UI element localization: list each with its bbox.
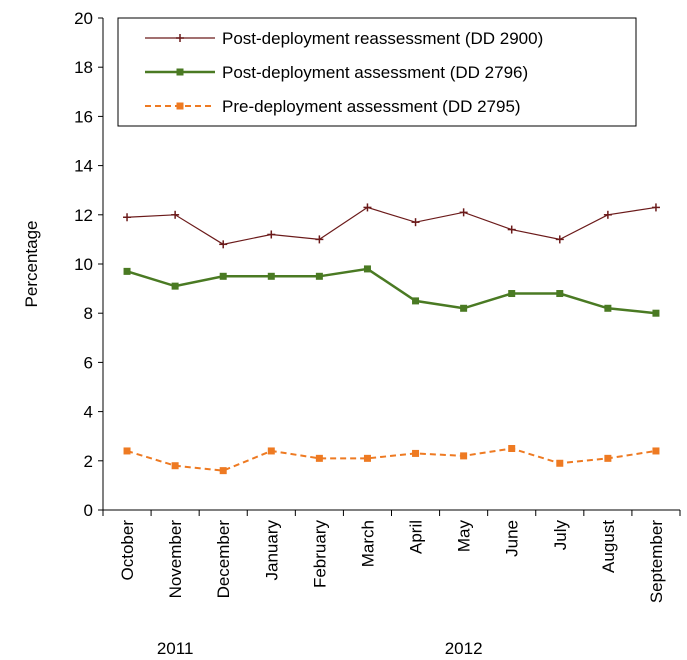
x-tick-label: February	[310, 520, 329, 589]
x-tick-label: December	[214, 520, 233, 599]
data-point	[603, 210, 612, 219]
data-point	[556, 459, 564, 467]
y-tick-label: 20	[74, 9, 93, 28]
year-labels: 2011 2012	[157, 639, 483, 658]
y-tick-label: 10	[74, 255, 93, 274]
data-point	[508, 290, 516, 298]
data-point	[460, 304, 468, 312]
x-tick-label: July	[551, 520, 570, 551]
x-tick-label: April	[407, 520, 426, 554]
y-tick-label: 14	[74, 157, 93, 176]
data-point	[556, 290, 564, 298]
series-3	[123, 445, 660, 475]
y-axis-label: Percentage	[22, 221, 41, 308]
legend-label: Post-deployment reassessment (DD 2900)	[222, 29, 543, 48]
data-point	[411, 218, 420, 227]
data-point	[459, 208, 468, 217]
data-point	[123, 213, 132, 222]
data-point	[363, 454, 371, 462]
data-point	[315, 235, 324, 244]
y-tick-label: 6	[84, 353, 93, 372]
data-point	[555, 235, 564, 244]
y-tick-label: 12	[74, 206, 93, 225]
data-point	[460, 452, 468, 460]
legend-swatch-marker	[176, 68, 184, 76]
data-point	[123, 447, 131, 455]
x-tick-label: September	[647, 520, 666, 603]
y-tick-label: 16	[74, 107, 93, 126]
data-point	[652, 309, 660, 317]
x-tick-label: June	[503, 520, 522, 557]
data-point	[267, 447, 275, 455]
year-label: 2011	[157, 639, 194, 658]
data-point	[171, 282, 179, 290]
legend-swatch-marker	[176, 34, 184, 42]
data-point	[315, 454, 323, 462]
data-point	[412, 297, 420, 305]
x-tick-label: March	[358, 520, 377, 567]
data-point	[219, 240, 228, 249]
data-point	[507, 225, 516, 234]
data-point	[363, 265, 371, 273]
data-point	[267, 230, 276, 239]
legend: Post-deployment reassessment (DD 2900) Po…	[117, 17, 637, 127]
y-tick-label: 2	[84, 452, 93, 471]
year-label: 2012	[445, 639, 483, 658]
series-layer	[123, 203, 660, 475]
x-tick-label: October	[118, 520, 137, 581]
data-point	[171, 210, 180, 219]
data-point	[171, 462, 179, 470]
x-tick-label: May	[455, 520, 474, 553]
legend-swatch-marker	[176, 102, 184, 110]
series-line	[126, 267, 657, 315]
legend-item: Pre-deployment assessment (DD 2795)	[145, 97, 521, 116]
data-point	[219, 272, 227, 280]
x-tick-label: November	[166, 520, 185, 599]
series-line	[127, 206, 657, 245]
series-2	[123, 265, 660, 317]
y-axis: 0 2 4 6 8 10 12 14 16 18 20	[74, 9, 104, 520]
data-point	[604, 304, 612, 312]
data-point	[412, 449, 420, 457]
legend-item: Post-deployment reassessment (DD 2900)	[145, 29, 543, 48]
data-point	[315, 272, 323, 280]
data-point	[219, 467, 227, 475]
data-point	[508, 445, 516, 452]
y-tick-label: 0	[84, 501, 93, 520]
y-tick-label: 4	[84, 403, 93, 422]
legend-item: Post-deployment assessment (DD 2796)	[145, 63, 528, 82]
legend-label: Post-deployment assessment (DD 2796)	[222, 63, 528, 82]
x-axis: October November December January February Ma…	[102, 509, 681, 603]
data-point	[652, 447, 660, 455]
data-point	[651, 203, 660, 212]
y-tick-label: 18	[74, 58, 93, 77]
x-tick-label: August	[599, 520, 618, 573]
data-point	[123, 267, 131, 275]
legend-label: Pre-deployment assessment (DD 2795)	[222, 97, 521, 116]
x-tick-label: January	[262, 520, 281, 581]
data-point	[604, 454, 612, 462]
y-tick-label: 8	[84, 304, 93, 323]
series-1	[123, 203, 660, 249]
data-point	[267, 272, 275, 280]
data-point	[363, 203, 372, 212]
series-line	[126, 447, 657, 472]
